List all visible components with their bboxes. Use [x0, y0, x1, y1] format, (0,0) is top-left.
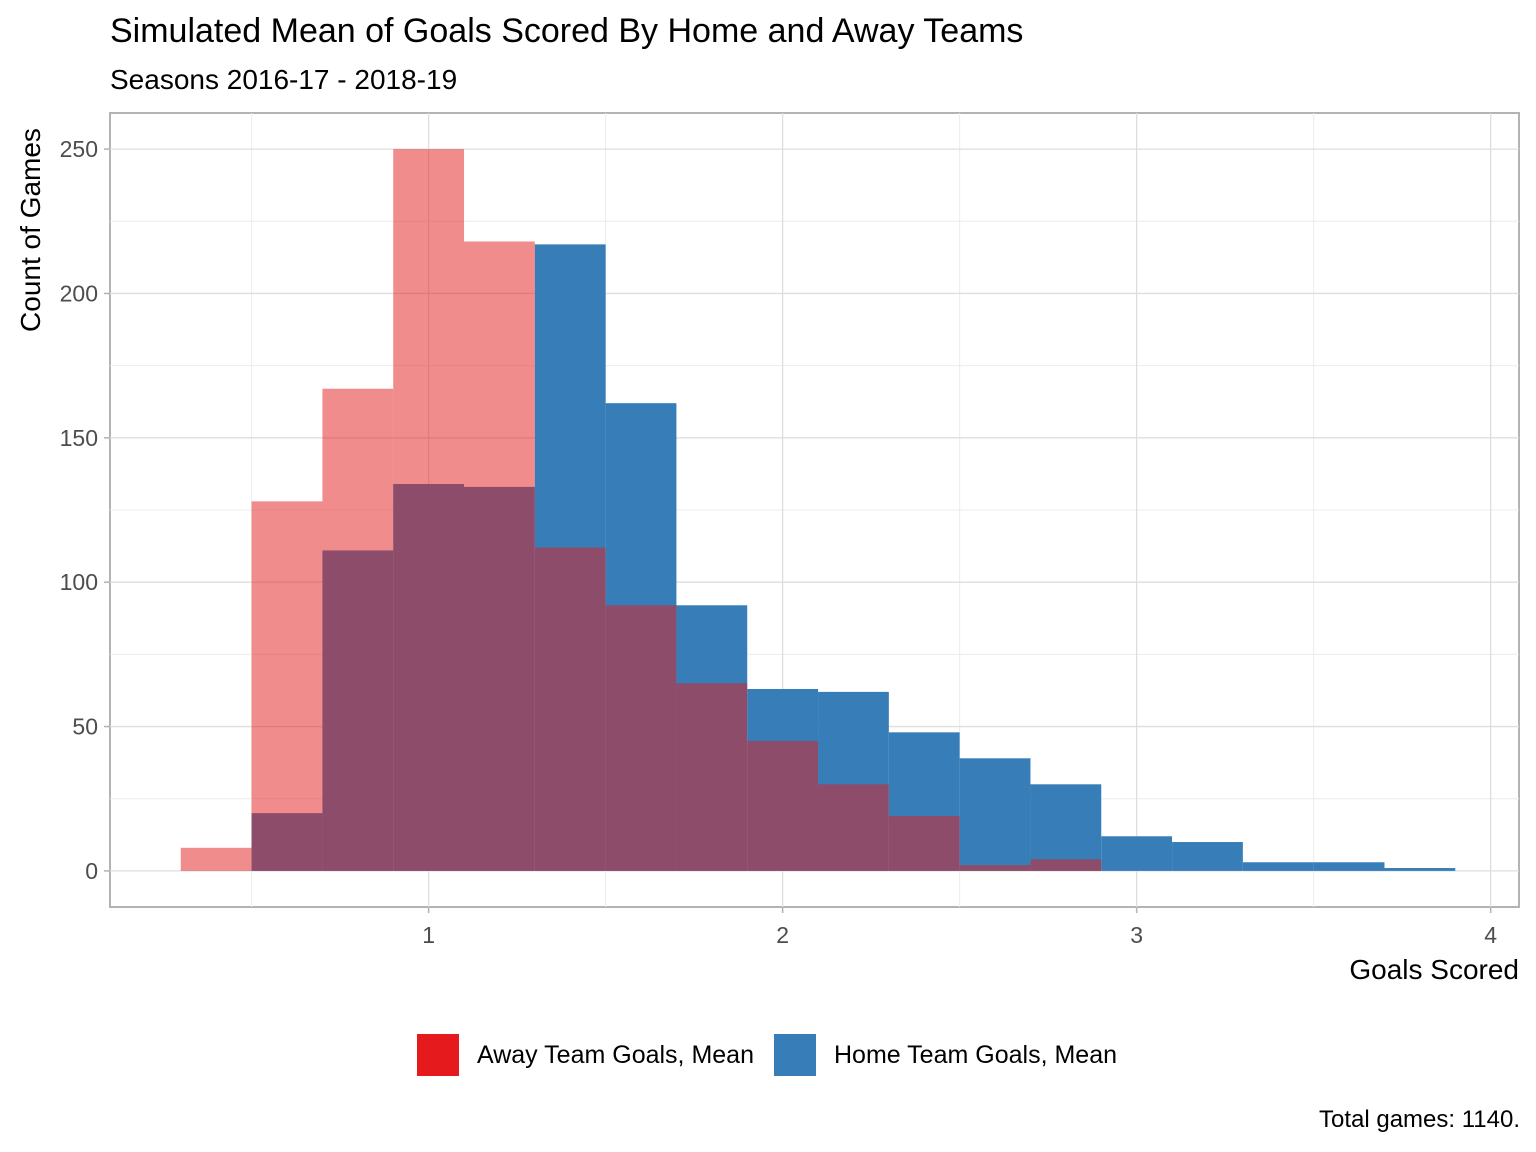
- histogram-bar-away: [464, 241, 535, 871]
- histogram-bar-away: [818, 784, 889, 871]
- legend-item-home: Home Team Goals, Mean: [774, 1034, 1119, 1076]
- legend-item-away: Away Team Goals, Mean: [417, 1034, 756, 1076]
- histogram-bar-away: [959, 865, 1031, 871]
- legend-key-home: [774, 1034, 816, 1076]
- histogram-bar-away: [322, 388, 394, 871]
- caption: Total games: 1140.: [1318, 1106, 1520, 1133]
- y-tick-label: 50: [72, 714, 98, 740]
- histogram-bar-home: [1313, 862, 1385, 871]
- histogram-bars: [180, 149, 1456, 871]
- histogram-bar-home: [1101, 836, 1173, 871]
- y-tick-label: 200: [60, 280, 98, 306]
- x-axis-ticks: 1 2 3 4: [422, 907, 1497, 948]
- x-tick-label: 3: [1130, 922, 1143, 948]
- histogram-bar-away: [747, 740, 819, 871]
- y-axis-label: Count of Games: [15, 128, 46, 332]
- histogram-bar-home: [1172, 842, 1243, 871]
- histogram-chart: 0 50 100 150 200 250 1 2 3 4 Goals Scored Count …: [15, 112, 1520, 985]
- legend: Away Team Goals, Mean Home Team Goals, M…: [0, 1034, 1536, 1076]
- histogram-bar-away: [1030, 859, 1102, 871]
- histogram-bar-home: [1242, 862, 1314, 871]
- histogram-bar-away: [251, 501, 323, 871]
- histogram-bar-home: [1384, 868, 1456, 871]
- y-tick-label: 0: [85, 858, 98, 884]
- histogram-bar-away: [534, 547, 606, 871]
- x-tick-label: 1: [422, 922, 435, 948]
- histogram-bar-home: [1030, 784, 1102, 871]
- chart-subtitle: Seasons 2016-17 - 2018-19: [110, 64, 458, 95]
- chart-title: Simulated Mean of Goals Scored By Home a…: [110, 12, 1024, 50]
- x-axis-label: Goals Scored: [1349, 954, 1519, 985]
- legend-label-away: Away Team Goals, Mean: [477, 1040, 754, 1069]
- legend-key-away: [417, 1034, 459, 1076]
- y-axis-ticks: 0 50 100 150 200 250: [60, 136, 110, 884]
- x-tick-label: 2: [776, 922, 789, 948]
- histogram-bar-away: [180, 847, 252, 871]
- y-tick-label: 100: [60, 569, 98, 595]
- histogram-bar-away: [676, 683, 748, 871]
- histogram-bar-home: [959, 758, 1031, 871]
- histogram-bar-away: [888, 816, 960, 871]
- histogram-bar-away: [393, 149, 465, 871]
- histogram-bar-away: [605, 605, 677, 871]
- x-tick-label: 4: [1484, 922, 1497, 948]
- y-tick-label: 250: [60, 136, 98, 162]
- legend-label-home: Home Team Goals, Mean: [834, 1040, 1117, 1069]
- y-tick-label: 150: [60, 425, 98, 451]
